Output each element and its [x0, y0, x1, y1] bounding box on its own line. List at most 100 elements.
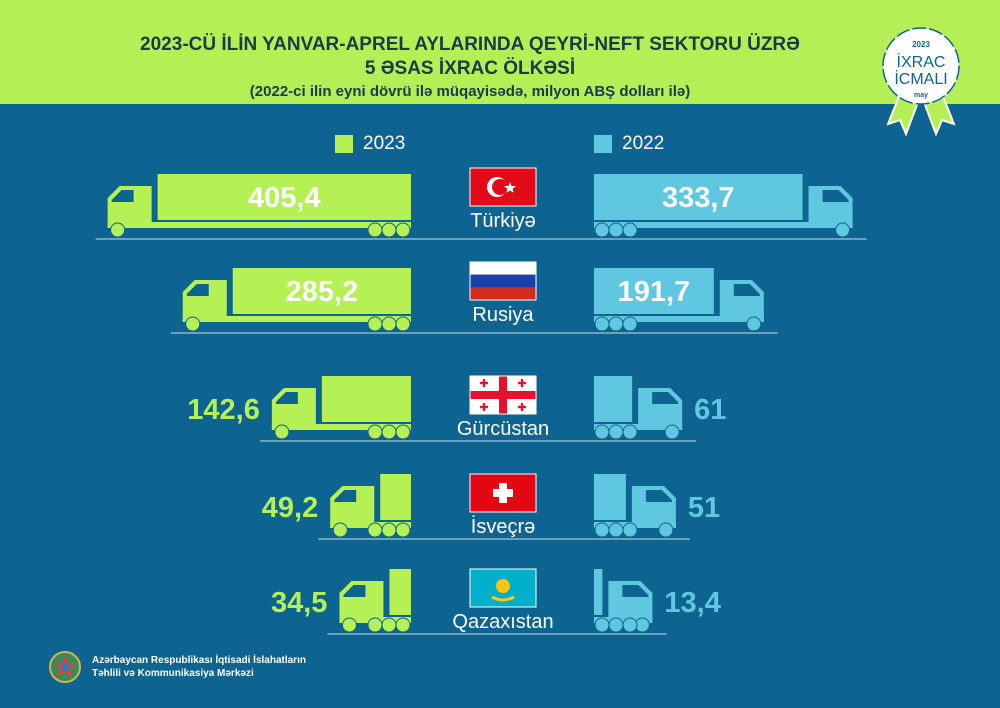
footer: Azərbaycan Respublikası İqtisadi İslahat…: [48, 650, 306, 684]
flag-switzerland: [469, 473, 537, 513]
value-label-2023: 142,6: [187, 394, 260, 426]
wheel: [622, 222, 638, 238]
badge-year: 2023: [912, 40, 930, 49]
wheel: [274, 424, 290, 440]
country-row-3: İsveçrə 49,2 51: [262, 473, 720, 540]
wheel: [367, 617, 383, 633]
ixrac-icmali-badge: 2023 İXRAC İCMALI may: [882, 27, 960, 137]
subtitle: (2022-ci ilin eyni dövrü ilə müqayisədə,…: [249, 83, 691, 100]
wheel: [594, 522, 610, 538]
cab-window: [822, 190, 849, 202]
value-label-2022: 333,7: [662, 182, 735, 214]
trailer-bar: [380, 474, 411, 520]
header-banner: 2023-CÜ İLİN YANVAR-APREL AYLARINDA QEYR…: [0, 0, 1000, 104]
trailer-bar: [594, 569, 603, 615]
wheel: [110, 222, 126, 238]
wheel: [395, 522, 411, 538]
wheel: [608, 222, 624, 238]
wheel: [594, 222, 610, 238]
trailer-bar: [594, 474, 626, 520]
trailer-bar: [594, 174, 803, 220]
truck-2023: [271, 376, 411, 440]
wheel: [367, 522, 383, 538]
cab-window: [334, 490, 357, 502]
cab-window: [733, 284, 760, 296]
badge-month: may: [914, 92, 928, 99]
flag-kazakhstan: [469, 568, 537, 608]
country-name: Türkiyə: [470, 210, 536, 232]
wheel: [608, 424, 624, 440]
cab-window: [652, 392, 679, 404]
wheel: [381, 424, 397, 440]
value-label-2023: 405,4: [248, 182, 321, 214]
flag-turkey: [469, 167, 537, 207]
truck-2023: [182, 268, 411, 332]
wheel: [367, 222, 383, 238]
wheel: [332, 522, 348, 538]
cab-window: [275, 392, 298, 404]
wheel: [622, 424, 638, 440]
country-name: İsveçrə: [471, 515, 535, 538]
wheel: [395, 617, 411, 633]
wheel: [608, 316, 624, 332]
legend-swatch-blue: [594, 135, 612, 153]
trailer-bar: [594, 268, 714, 314]
wheel: [381, 316, 397, 332]
value-label-2023: 34,5: [271, 587, 327, 619]
wheel: [658, 522, 674, 538]
trailer-bar: [594, 376, 633, 422]
trailer-bar: [321, 376, 411, 422]
wheel: [608, 617, 624, 633]
cab-window: [186, 284, 209, 296]
country-name: Qazaxıstan: [452, 611, 553, 633]
truck-2022: [594, 174, 853, 238]
truck-2023: [339, 569, 411, 633]
flag-russia: [469, 261, 537, 301]
wheel: [381, 222, 397, 238]
footer-line-2: Təhlili və Kommunikasiya Mərkəzi: [92, 668, 254, 679]
trailer-bar: [157, 174, 411, 220]
cab-window: [111, 190, 134, 202]
value-label-2022: 51: [688, 492, 720, 524]
wheel: [835, 222, 851, 238]
truck-2023: [107, 174, 411, 238]
wheel: [622, 617, 638, 633]
country-row-1: Rusiya 285,2 191,7: [170, 261, 778, 334]
wheel: [367, 316, 383, 332]
wheel: [367, 424, 383, 440]
value-label-2022: 191,7: [618, 276, 691, 308]
truck-2022: [594, 268, 764, 332]
wheel: [381, 522, 397, 538]
footer-line-1: Azərbaycan Respublikası İqtisadi İslahat…: [92, 655, 306, 666]
trailer-bar: [232, 268, 411, 314]
legend-2022: 2022: [594, 133, 664, 155]
wheel: [594, 316, 610, 332]
title-line-2: 5 ƏSAS İXRAC ÖLKƏSİ: [364, 58, 576, 79]
wheel: [395, 222, 411, 238]
cab-window: [343, 585, 366, 597]
cab-window: [622, 585, 649, 597]
value-label-2022: 61: [694, 394, 726, 426]
country-name: Gürcüstan: [457, 418, 549, 440]
truck-2022: [594, 569, 653, 633]
truck-2023: [330, 474, 411, 538]
truck-2022: [594, 474, 676, 538]
wheel: [664, 424, 680, 440]
value-label-2023: 49,2: [262, 492, 318, 524]
legend-label: 2023: [363, 133, 406, 154]
country-row-0: Türkiyə 405,4 333,7: [95, 167, 867, 240]
wheel: [608, 522, 624, 538]
wheel: [622, 522, 638, 538]
legend-label: 2022: [622, 133, 665, 154]
value-label-2023: 285,2: [286, 276, 359, 308]
wheel: [381, 617, 397, 633]
cab-window: [645, 490, 672, 502]
truck-2022: [594, 376, 683, 440]
badge-line1: İXRAC: [897, 52, 946, 71]
country-name: Rusiya: [472, 304, 534, 326]
country-row-2: Gürcüstan 142,6 61: [187, 375, 726, 442]
wheel: [185, 316, 201, 332]
wheel: [622, 316, 638, 332]
wheel: [746, 316, 762, 332]
